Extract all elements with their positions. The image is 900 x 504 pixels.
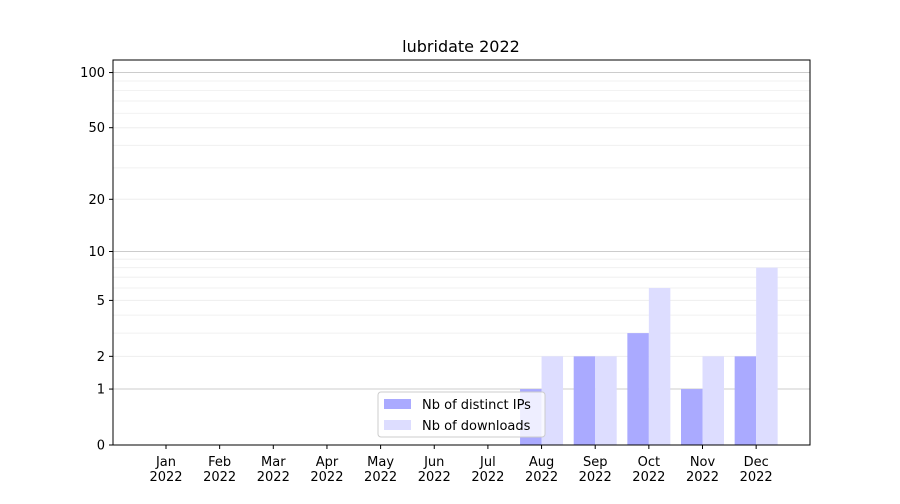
x-tick-label: May 2022 [364, 455, 397, 485]
x-tick-label: Oct 2022 [632, 455, 665, 485]
x-tick-label: Aug 2022 [525, 455, 558, 485]
bar-downloads [541, 356, 564, 445]
legend: Nb of distinct IPs Nb of downloads [377, 391, 546, 438]
y-tick-label: 1 [97, 383, 105, 398]
y-tick-label: 20 [88, 193, 105, 208]
legend-swatch-ips [384, 399, 411, 409]
x-tick-label: Jul 2022 [471, 455, 504, 485]
bar-downloads [648, 287, 671, 445]
x-tick-label: Mar 2022 [257, 455, 290, 485]
x-tick-label: Dec 2022 [740, 455, 773, 485]
bar-distinct-ips [734, 356, 757, 445]
x-tick-label: Jan 2022 [149, 455, 182, 485]
x-tick-label: Sep 2022 [579, 455, 612, 485]
legend-swatch-downloads [384, 420, 411, 430]
y-tick-label: 5 [97, 294, 105, 309]
x-tick-label: Jun 2022 [418, 455, 451, 485]
bar-downloads [702, 356, 724, 445]
y-tick-label: 0 [97, 439, 105, 454]
x-tick-label: Apr 2022 [310, 455, 343, 485]
bar-downloads [595, 356, 617, 445]
bar-downloads [756, 267, 778, 445]
bar-distinct-ips [627, 333, 649, 445]
x-tick-label: Feb 2022 [203, 455, 236, 485]
plot-frame [112, 59, 811, 446]
legend-label-ips: Nb of distinct IPs [422, 398, 531, 413]
bar-distinct-ips [681, 389, 703, 445]
y-tick-label: 100 [80, 66, 105, 81]
x-tick-label: Nov 2022 [686, 455, 719, 485]
y-tick-label: 50 [88, 121, 105, 136]
legend-label-downloads: Nb of downloads [422, 419, 531, 434]
y-tick-label: 2 [97, 350, 105, 365]
bar-distinct-ips [573, 356, 596, 445]
y-tick-label: 10 [88, 245, 105, 260]
chart-title: lubridate 2022 [402, 37, 520, 56]
legend-frame [377, 391, 546, 438]
